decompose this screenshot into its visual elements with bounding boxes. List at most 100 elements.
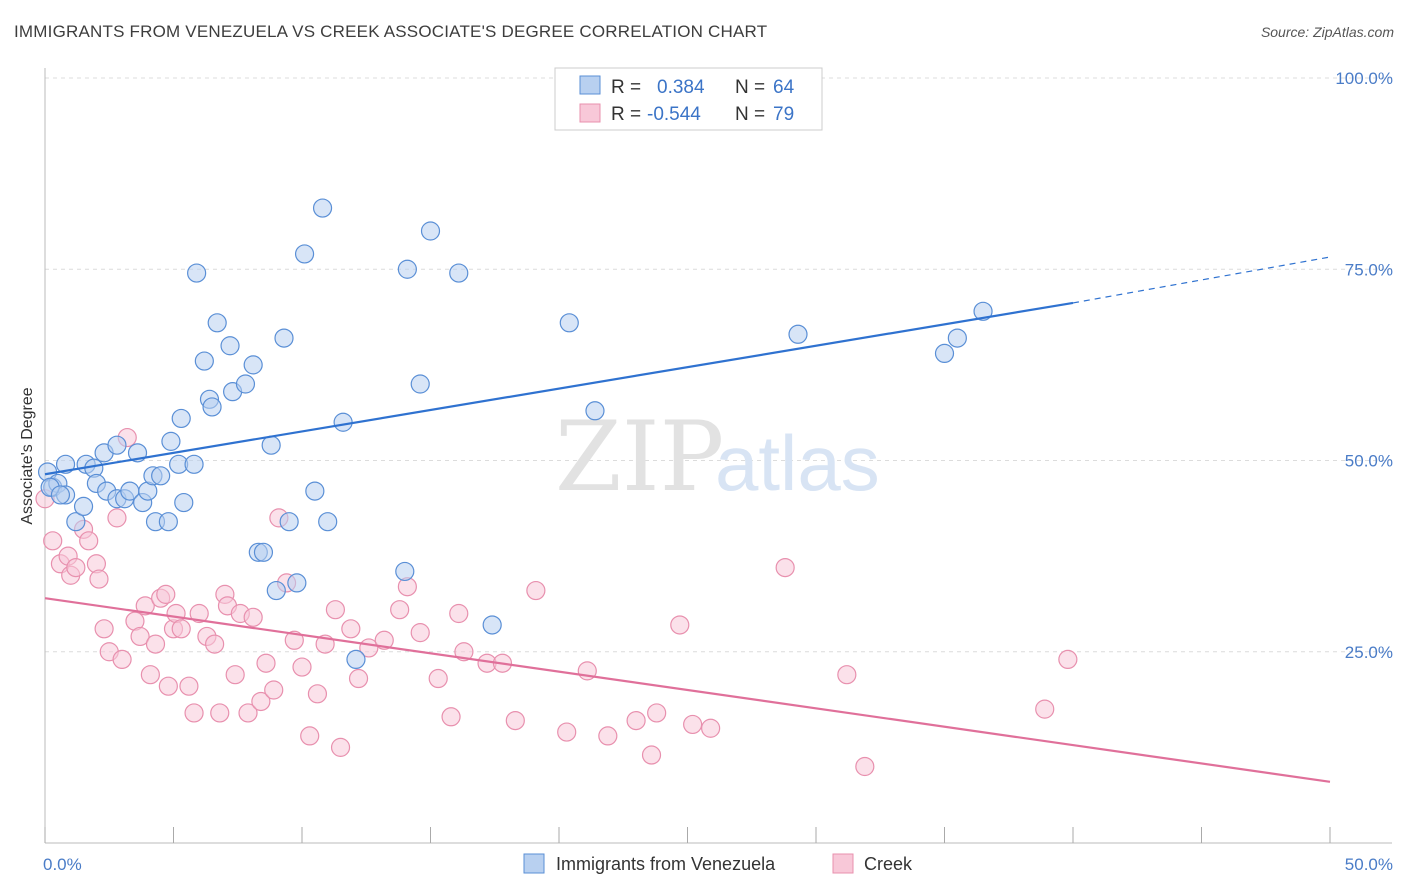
data-point xyxy=(333,412,353,432)
data-point xyxy=(264,680,284,700)
y-tick-label: 50.0% xyxy=(1345,452,1393,471)
data-point xyxy=(626,710,646,731)
data-point xyxy=(305,481,325,501)
data-point xyxy=(130,626,150,647)
data-point xyxy=(202,397,222,417)
x-tick-label: 0.0% xyxy=(43,855,82,874)
data-point xyxy=(287,573,307,593)
data-point xyxy=(187,263,207,283)
data-point xyxy=(238,703,258,723)
watermark-atlas: atlas xyxy=(715,419,880,507)
data-point xyxy=(79,531,99,551)
data-point xyxy=(788,324,808,344)
trend-line-venezuela xyxy=(44,301,1074,476)
watermark: ZIP atlas xyxy=(555,401,880,513)
data-point xyxy=(294,244,315,264)
data-point xyxy=(279,512,299,532)
data-point xyxy=(179,676,199,696)
data-point xyxy=(454,642,474,662)
data-point xyxy=(243,355,263,375)
data-point xyxy=(73,496,94,516)
legend-n-value-2: 79 xyxy=(773,104,794,125)
x-tick-label: 50.0% xyxy=(1345,855,1393,874)
legend-r-label-2: R = xyxy=(611,104,641,125)
data-point xyxy=(253,542,274,562)
data-point xyxy=(318,512,338,532)
data-point xyxy=(274,328,294,348)
data-point xyxy=(670,615,690,635)
data-point xyxy=(557,722,577,742)
data-point xyxy=(207,313,227,333)
y-tick-label: 75.0% xyxy=(1345,260,1393,279)
data-point xyxy=(194,351,214,371)
bottom-legend-swatch-venezuela xyxy=(523,853,545,874)
data-point xyxy=(526,580,546,601)
data-point xyxy=(775,557,795,578)
data-point xyxy=(261,435,281,455)
data-point xyxy=(184,703,204,723)
data-point xyxy=(410,623,430,643)
trend-line-venezuela-extension xyxy=(1072,256,1331,304)
data-point xyxy=(43,531,63,551)
data-point xyxy=(235,374,256,394)
legend: R = 0.384 N = 64 R = -0.544 N = 79 xyxy=(554,67,823,131)
data-point xyxy=(307,684,328,704)
legend-r-label-1: R = xyxy=(611,77,641,98)
data-point xyxy=(171,619,191,639)
data-point xyxy=(397,259,417,279)
y-axis-label: Associate's Degree xyxy=(19,387,36,524)
data-point xyxy=(1035,699,1055,719)
series-creek xyxy=(35,427,1078,777)
data-point xyxy=(300,726,320,746)
data-point xyxy=(585,401,605,421)
data-point xyxy=(598,726,618,746)
chart-title: IMMIGRANTS FROM VENEZUELA VS CREEK ASSOC… xyxy=(14,22,768,41)
data-point xyxy=(205,634,225,654)
data-point xyxy=(410,374,430,394)
data-point xyxy=(107,508,127,528)
data-point xyxy=(449,603,469,624)
data-point xyxy=(135,596,155,616)
data-point xyxy=(210,703,230,723)
data-point xyxy=(266,580,286,601)
data-point xyxy=(256,653,276,673)
data-point xyxy=(855,756,875,777)
legend-n-label-1: N = xyxy=(735,77,765,98)
data-point xyxy=(158,512,178,532)
data-point xyxy=(482,615,502,635)
gridlines: 25.0% 50.0% 75.0% 100.0% xyxy=(45,69,1393,662)
data-point xyxy=(89,569,109,589)
data-point xyxy=(346,649,366,670)
legend-swatch-creek xyxy=(579,103,601,123)
data-point xyxy=(390,600,410,620)
data-point xyxy=(251,691,271,712)
axes: 0.0% 50.0% xyxy=(43,68,1393,874)
data-point xyxy=(449,263,469,283)
data-point xyxy=(225,665,245,685)
data-point xyxy=(683,714,703,735)
data-point xyxy=(441,707,461,727)
chart-source: Source: ZipAtlas.com xyxy=(1260,24,1394,40)
data-point xyxy=(174,492,194,513)
bottom-legend-label-creek: Creek xyxy=(864,854,913,874)
data-point xyxy=(559,313,579,333)
bottom-legend: Immigrants from Venezuela Creek xyxy=(523,853,913,874)
data-point xyxy=(161,431,181,451)
data-point xyxy=(837,665,857,685)
data-point xyxy=(325,600,346,620)
data-point xyxy=(292,657,312,677)
data-point xyxy=(184,454,204,474)
data-point xyxy=(66,512,86,532)
data-point xyxy=(947,328,967,348)
trend-lines xyxy=(44,256,1331,783)
data-point xyxy=(420,221,441,241)
data-point xyxy=(145,634,166,654)
data-point xyxy=(973,301,993,321)
data-point xyxy=(156,584,176,604)
data-point xyxy=(505,710,525,731)
data-point xyxy=(151,466,171,486)
data-point xyxy=(330,737,351,757)
data-point xyxy=(55,454,76,474)
data-point xyxy=(647,703,667,723)
